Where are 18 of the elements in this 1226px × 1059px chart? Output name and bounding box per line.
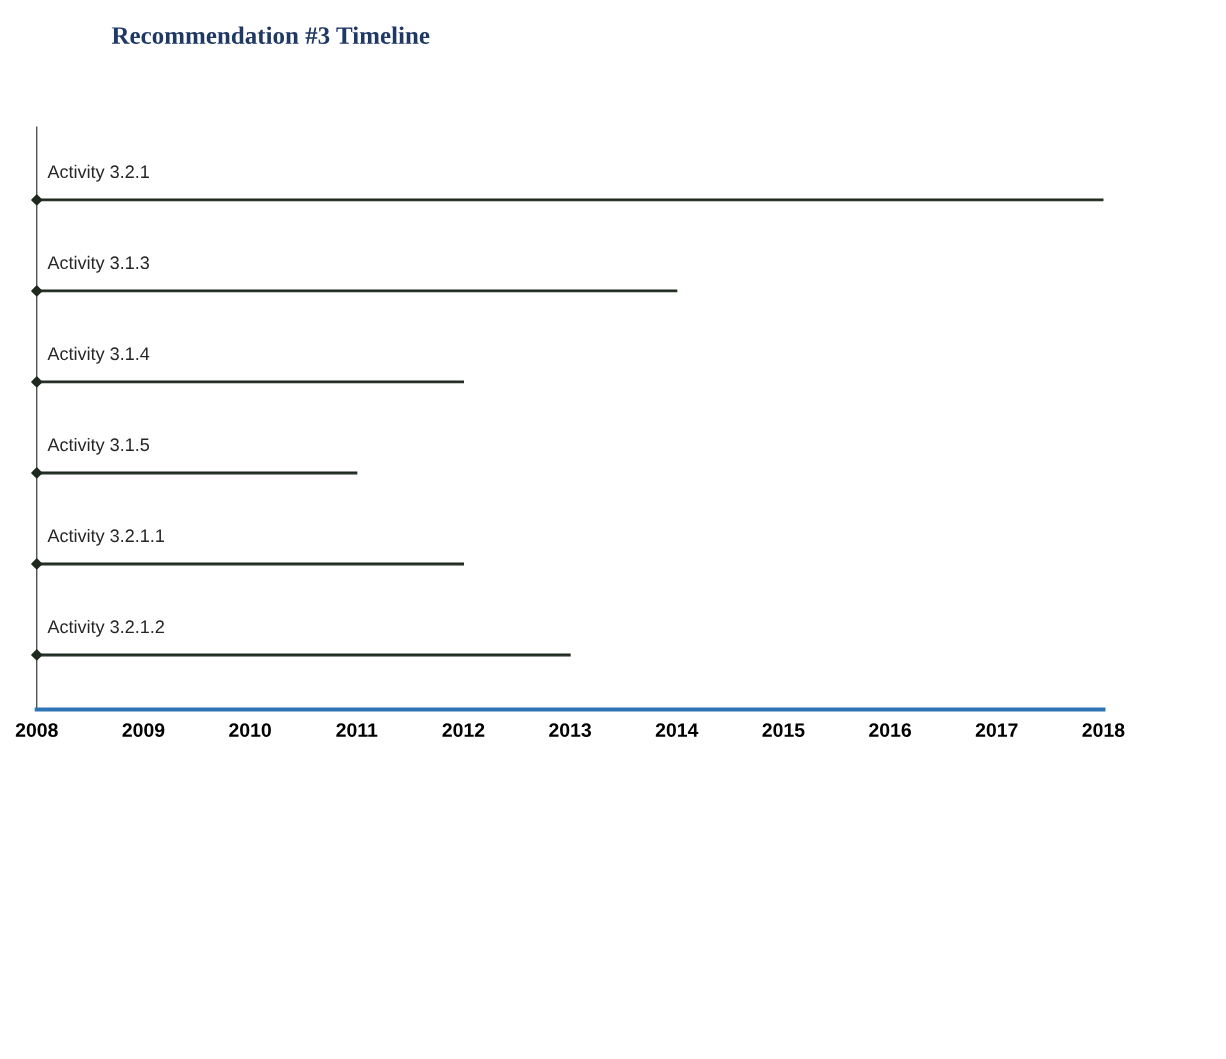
y-tick-label: Activity 3.1.4 [47,346,150,364]
y-tick-label: Activity 3.1.3 [47,255,150,273]
x-tick-label: 2012 [442,723,485,738]
x-tick-label: 2015 [762,723,805,738]
x-tick-label: 2013 [549,723,592,738]
x-tick-label: 2017 [975,723,1018,738]
y-tick-label: Activity 3.2.1.1 [47,528,164,546]
x-tick-label: 2008 [15,723,58,738]
chart-title: Recommendation #3 Timeline [111,26,430,44]
x-tick-label: 2014 [655,723,699,738]
y-tick-label: Activity 3.1.5 [47,437,150,455]
x-tick-label: 2009 [122,723,165,738]
x-tick-label: 2018 [1082,723,1125,738]
y-tick-label: Activity 3.2.1 [47,164,149,182]
x-tick-label: 2010 [229,723,271,738]
x-tick-label: 2011 [336,723,378,738]
y-tick-label: Activity 3.2.1.2 [47,619,164,637]
x-tick-label: 2016 [869,723,911,738]
